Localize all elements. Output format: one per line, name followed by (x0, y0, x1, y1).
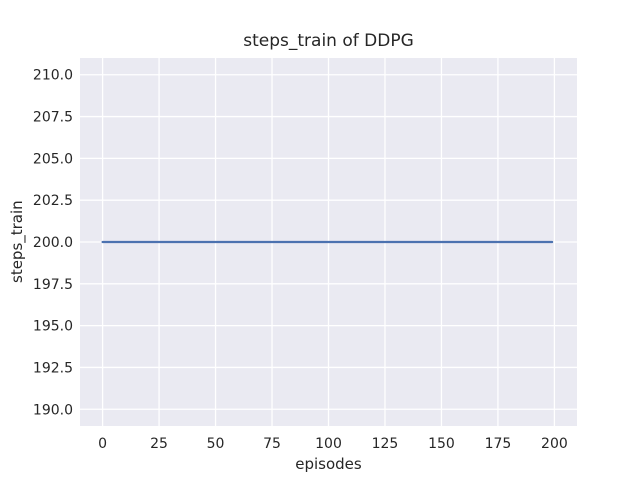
x-tick-label: 100 (315, 436, 342, 452)
x-tick-label: 150 (428, 436, 455, 452)
y-axis-label: steps_train (8, 200, 26, 284)
y-tick-label: 210.0 (33, 68, 73, 84)
y-tick-label: 205.0 (33, 151, 73, 167)
y-tick-label: 202.5 (33, 193, 73, 209)
y-tick-label: 192.5 (33, 360, 73, 376)
y-tick-label: 200.0 (33, 235, 73, 251)
x-tick-label: 0 (98, 436, 107, 452)
y-tick-label: 195.0 (33, 319, 73, 335)
x-tick-label: 75 (263, 436, 281, 452)
y-tick-label: 197.5 (33, 277, 73, 293)
y-tick-label: 207.5 (33, 110, 73, 126)
y-tick-label: 190.0 (33, 402, 73, 418)
x-tick-label: 125 (372, 436, 399, 452)
x-axis-label: episodes (295, 455, 362, 473)
x-tick-label: 200 (541, 436, 568, 452)
x-tick-label: 25 (150, 436, 168, 452)
x-tick-label: 175 (485, 436, 512, 452)
chart-title: steps_train of DDPG (243, 31, 414, 51)
x-tick-label: 50 (207, 436, 225, 452)
